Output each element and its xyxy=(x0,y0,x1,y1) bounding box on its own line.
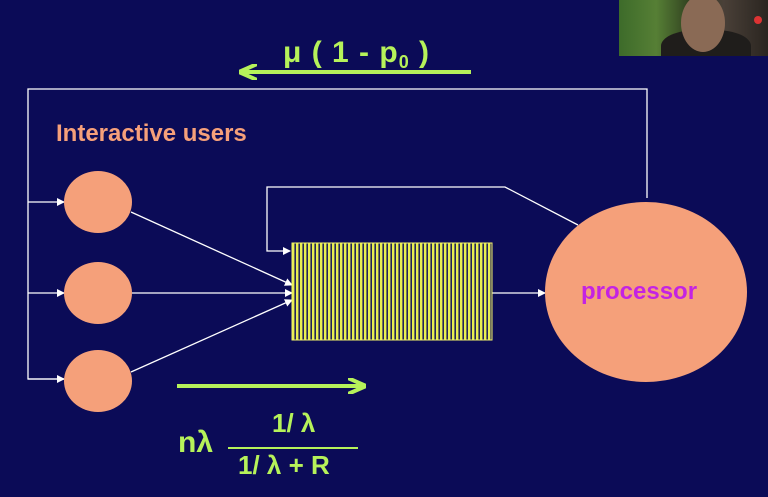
return-rate-prefix: μ ( 1 - p xyxy=(283,36,399,69)
presenter-face xyxy=(681,0,725,52)
arrival-rate-prefix: nλ xyxy=(178,426,214,459)
interactive-users-label: Interactive users xyxy=(56,120,247,147)
processor-node xyxy=(545,202,747,382)
webcam-indicator-icon xyxy=(754,16,762,24)
return-rate-subscript: 0 xyxy=(398,52,410,72)
user-1-arrow xyxy=(130,211,293,286)
arrival-rate-denominator: 1/ λ + R xyxy=(238,450,330,480)
processor-label: processor xyxy=(581,278,698,305)
user-node-2 xyxy=(64,262,132,324)
user-3-arrow xyxy=(130,299,293,373)
processor-loop-line xyxy=(266,186,579,255)
user-node-3 xyxy=(64,350,132,412)
return-rate-suffix: ) xyxy=(409,36,431,69)
presenter-webcam-thumbnail xyxy=(619,0,768,56)
user-node-1 xyxy=(64,171,132,233)
arrival-rate-numerator: 1/ λ xyxy=(272,408,316,438)
queue-buffer xyxy=(291,242,493,341)
return-rate-formula: μ ( 1 - p0 ) xyxy=(283,36,430,73)
fraction-bar xyxy=(228,447,358,449)
